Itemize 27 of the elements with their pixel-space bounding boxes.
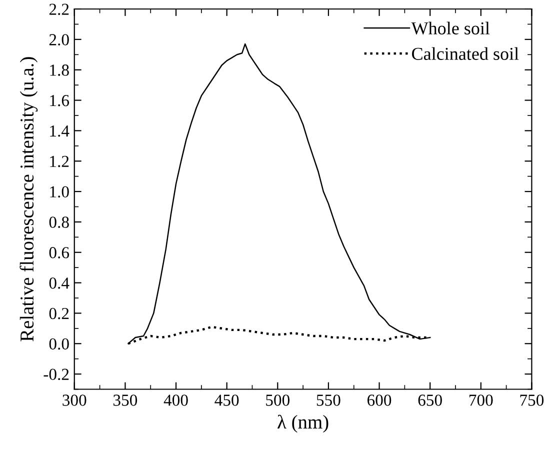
x-tick-label: 750 (520, 394, 544, 406)
x-tick-label: 500 (266, 394, 290, 406)
x-axis-title: λ (nm) (278, 414, 328, 433)
y-tick-label: 0.4 (49, 277, 70, 289)
y-axis-title: Relative fluorescence intensity (u.a.) (20, 57, 38, 342)
y-tick-label: 0.8 (49, 216, 69, 228)
x-tick-label: 700 (470, 394, 493, 406)
y-tick-label: 0.0 (49, 338, 69, 350)
y-tick-label: 1.4 (50, 125, 70, 137)
y-tick-label: 1.0 (50, 186, 69, 198)
x-tick-label: 550 (316, 394, 340, 406)
y-tick-label: 1.8 (50, 64, 69, 76)
y-tick-label: 1.2 (50, 156, 69, 168)
y-tick-label: 2.2 (49, 4, 69, 16)
y-tick-label: -0.2 (44, 368, 69, 380)
y-tick-label: 0.2 (49, 308, 69, 320)
y-tick-label: 1.6 (50, 95, 70, 106)
x-tick-label: 650 (418, 394, 442, 406)
legend-label: Calcinated soil (412, 47, 519, 60)
y-tick-label: 2.0 (49, 34, 69, 46)
x-tick-label: 450 (214, 394, 239, 406)
x-tick-label: 350 (113, 394, 138, 406)
legend-label: Whole soil (411, 22, 490, 35)
x-tick-label: 400 (164, 394, 188, 406)
x-tick-label: 300 (62, 394, 86, 406)
x-tick-label: 600 (367, 394, 392, 406)
y-tick-label: 0.6 (49, 247, 70, 258)
